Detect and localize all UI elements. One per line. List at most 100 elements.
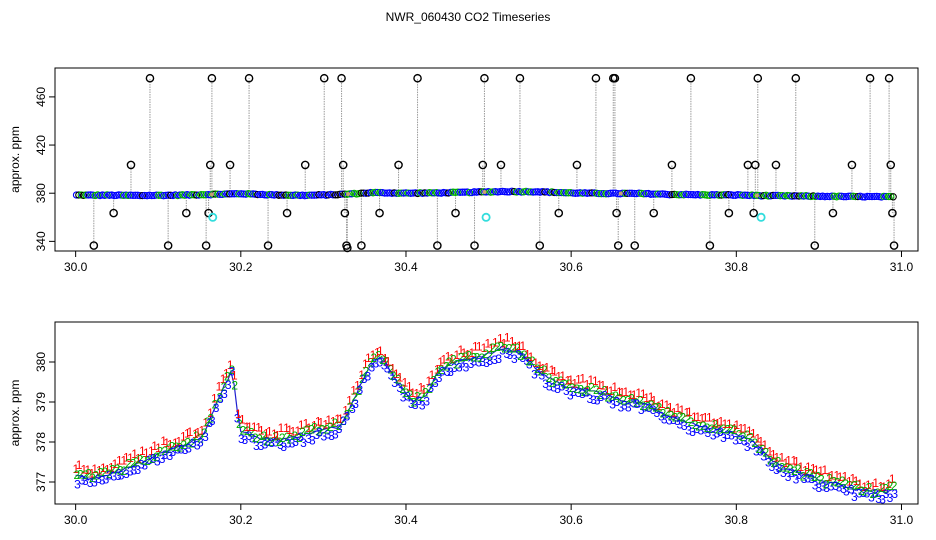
series-1-point: 1 — [773, 451, 780, 465]
series-3-point: 3 — [879, 493, 886, 507]
series-1-point: 1 — [813, 463, 820, 477]
data-point — [119, 191, 128, 200]
data-point — [873, 192, 881, 201]
data-point — [228, 190, 236, 198]
series-2-point: 2 — [534, 362, 541, 376]
series-2-point: 2 — [465, 348, 472, 362]
series-2-point: 2 — [173, 440, 180, 454]
series-2-point: 2 — [625, 394, 632, 408]
series-1-point: 1 — [207, 406, 214, 420]
series-3-point: 3 — [138, 458, 145, 472]
series-2-point: 2 — [340, 414, 347, 428]
series-2-point: 2 — [668, 408, 675, 422]
series-3-point: 3 — [238, 432, 245, 446]
data-point — [221, 190, 229, 198]
series-3-point: 3 — [654, 406, 661, 420]
series-3-point: 3 — [190, 436, 197, 450]
series-1-point: 1 — [604, 384, 611, 398]
series-3-point: 3 — [523, 354, 530, 368]
series-1-point: 1 — [567, 373, 574, 387]
series-2-point: 2 — [858, 484, 865, 498]
series-1-point: 1 — [837, 470, 844, 484]
data-point — [148, 191, 156, 200]
series-1-point: 1 — [223, 367, 230, 381]
series-1-point: 1 — [611, 380, 618, 394]
series-2-point: 2 — [272, 430, 279, 444]
series-1-point: 1 — [406, 380, 413, 394]
series-2-point: 2 — [815, 470, 822, 484]
data-point — [124, 191, 132, 200]
series-2-point: 2 — [851, 479, 858, 493]
outlier-drop-lines — [93, 78, 895, 248]
series-2-point: 2 — [795, 462, 802, 476]
data-point — [630, 189, 638, 198]
series-3-point: 3 — [785, 470, 792, 484]
series-1-point: 1 — [537, 359, 544, 373]
series-3-point: 3 — [710, 428, 717, 442]
series-1-point: 1 — [791, 454, 798, 468]
data-point — [480, 188, 488, 196]
series-3-point: 3 — [872, 487, 879, 501]
series-2-point: 2 — [252, 431, 259, 445]
data-point — [454, 188, 462, 196]
data-point — [647, 190, 655, 198]
outlier-point — [89, 241, 99, 250]
data-point — [155, 191, 163, 199]
data-point — [86, 191, 95, 199]
series-2-point: 2 — [648, 398, 655, 412]
y-axis-label: approx. ppm — [8, 126, 22, 193]
series-3-point: 3 — [788, 466, 795, 480]
series-2-point: 2 — [879, 481, 886, 495]
data-point — [487, 188, 495, 196]
series-2-point: 2 — [276, 435, 283, 449]
data-point — [531, 188, 540, 196]
series-3-point: 3 — [486, 354, 493, 368]
series-3-point: 3 — [400, 391, 407, 405]
series-1-point: 1 — [524, 348, 531, 362]
series-1-point: 1 — [425, 374, 432, 388]
series-1-point: 1 — [532, 356, 539, 370]
data-point — [527, 188, 535, 196]
outlier-point — [201, 241, 211, 250]
series-1-point: 1 — [565, 374, 572, 388]
series-1-point: 1 — [448, 352, 455, 366]
series-2-point: 2 — [664, 405, 671, 419]
data-point — [595, 189, 603, 198]
series-3-point: 3 — [285, 437, 292, 451]
data-point — [152, 191, 161, 199]
outlier-point — [847, 160, 857, 170]
series-2-point: 2 — [133, 455, 140, 469]
data-point — [449, 188, 457, 196]
series-2-point: 2 — [869, 487, 876, 501]
data-point — [359, 189, 368, 197]
data-point — [447, 188, 455, 197]
series-1-point: 1 — [528, 350, 535, 364]
gap-marker — [618, 191, 623, 196]
series-2-point: 2 — [778, 460, 785, 474]
series-1-point: 1 — [797, 460, 804, 474]
series-2-point: 2 — [688, 415, 695, 429]
series-3-point: 3 — [753, 445, 760, 459]
series-2-point: 2 — [637, 393, 644, 407]
series-1-point: 1 — [139, 444, 146, 458]
data-point — [223, 190, 231, 198]
series-3-point: 3 — [381, 359, 388, 373]
series-3-point: 3 — [575, 386, 582, 400]
series-3-point: 3 — [823, 481, 830, 495]
data-point — [216, 190, 224, 199]
data-point — [237, 190, 245, 198]
series-3-point: 3 — [504, 347, 511, 361]
series-2-point: 2 — [617, 391, 624, 405]
series-2-point: 2 — [818, 473, 825, 487]
series-3-point: 3 — [213, 401, 220, 415]
data-point — [225, 190, 234, 198]
series-2-point: 2 — [201, 426, 208, 440]
series-2-point: 2 — [316, 424, 323, 438]
data-point — [672, 190, 681, 199]
series-2-point: 2 — [130, 457, 137, 471]
x-tick-label: 30.6 — [559, 260, 583, 274]
series-1-point: 1 — [714, 416, 721, 430]
series-1-point: 1 — [251, 420, 258, 434]
outlier-point — [751, 160, 760, 170]
series-1-point: 1 — [418, 381, 425, 395]
